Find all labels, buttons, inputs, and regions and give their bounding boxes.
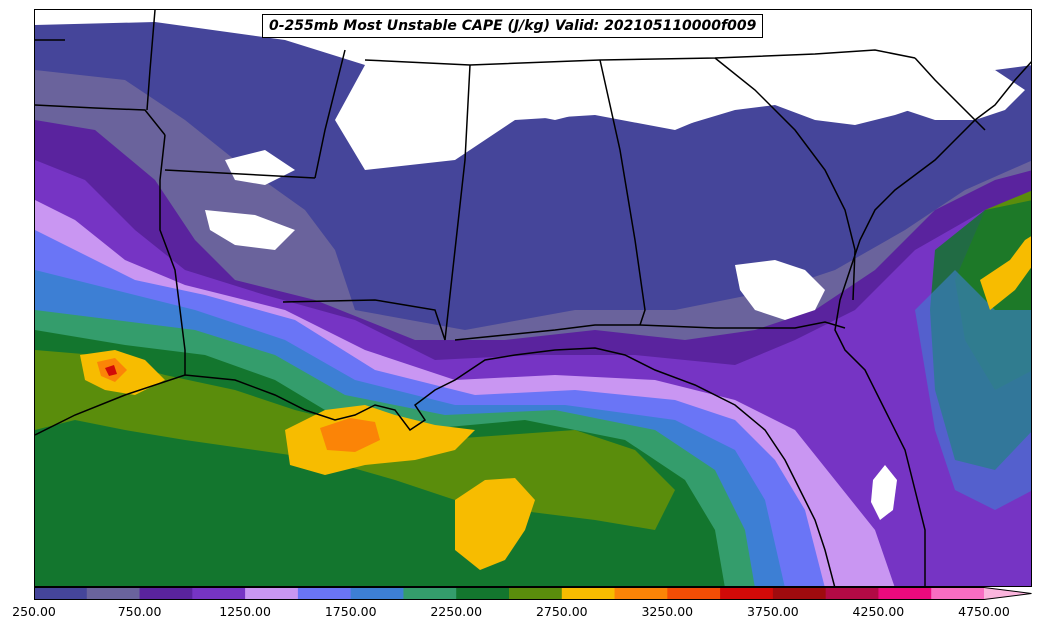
- colorbar-swatch: [86, 587, 141, 600]
- cape-zone-none-fl: [871, 465, 897, 520]
- colorbar-swatch: [192, 587, 246, 600]
- colorbar-extend-arrow: [984, 587, 1032, 600]
- border-fl-line: [454, 321, 846, 341]
- map-canvas: [35, 10, 1031, 586]
- colorbar-swatch: [825, 587, 879, 600]
- colorbar-outline: [34, 587, 1032, 600]
- colorbar-swatch: [931, 587, 985, 600]
- border-la-ms: [282, 299, 446, 341]
- border-ok-ar: [146, 10, 156, 111]
- colorbar-swatch: [139, 587, 193, 600]
- cape-field: [35, 22, 1031, 586]
- colorbar-swatches: [34, 587, 1032, 600]
- colorbar-swatch: [297, 587, 352, 600]
- colorbar-swatch: [456, 587, 510, 600]
- cape-map: [34, 9, 1032, 587]
- colorbar-tick-label: 1750.00: [324, 604, 377, 619]
- colorbar-swatch: [878, 587, 932, 600]
- colorbar-tick-label: 2250.00: [430, 604, 483, 619]
- cape-zone-none-west: [205, 210, 295, 250]
- colorbar-swatch: [561, 587, 616, 600]
- border-ms-al: [444, 64, 471, 341]
- colorbar-swatch: [350, 587, 404, 600]
- border-tx-la: [159, 134, 186, 375]
- colorbar-tick-label: 1250.00: [219, 604, 271, 619]
- map-title: 0-255mb Most Unstable CAPE (J/kg) Valid:…: [262, 14, 764, 38]
- border-al-ga: [599, 59, 646, 326]
- map-boundaries: [35, 10, 1031, 586]
- colorbar-swatch: [720, 587, 774, 600]
- cape-zone-orange-central: [320, 418, 380, 452]
- colorbar-tick-label: 2750.00: [535, 604, 588, 619]
- cape-zone-yellow-gulf: [455, 478, 535, 570]
- cape-zone-yellow-east: [980, 236, 1031, 310]
- cape-zone-red-west: [105, 365, 117, 376]
- border-ar-la: [164, 169, 316, 179]
- colorbar-tick-label: 4250.00: [852, 604, 905, 619]
- colorbar-tick-label: 3750.00: [747, 604, 799, 619]
- cape-zone-teal-east: [915, 270, 1031, 510]
- colorbar-swatch: [245, 587, 299, 600]
- colorbar-swatch: [772, 587, 827, 600]
- colorbar-swatch: [403, 587, 457, 600]
- colorbar-swatch: [509, 587, 563, 600]
- colorbar-tick-label: 250.00: [12, 604, 56, 619]
- cape-zone-none-north: [375, 45, 945, 125]
- colorbar-swatch: [34, 587, 88, 600]
- colorbar-tick-label: 3250.00: [641, 604, 694, 619]
- border-ok-tx: [35, 104, 166, 136]
- colorbar-tick-label: 4750.00: [958, 604, 1010, 619]
- cape-zone-none-ga: [735, 260, 825, 320]
- colorbar-swatch: [667, 587, 721, 600]
- coastline-gulf: [35, 347, 836, 586]
- border-ga-sc: [714, 57, 856, 301]
- colorbar-tick-labels: 250.00 750.00 1250.00 1750.00 2250.00 2750.00…: [0, 604, 1042, 624]
- colorbar-tick-label: 750.00: [117, 604, 162, 619]
- border-nc-sc: [914, 57, 986, 131]
- colorbar-swatch: [614, 587, 668, 600]
- colorbar: [34, 587, 1032, 600]
- border-ms-river: [314, 49, 346, 179]
